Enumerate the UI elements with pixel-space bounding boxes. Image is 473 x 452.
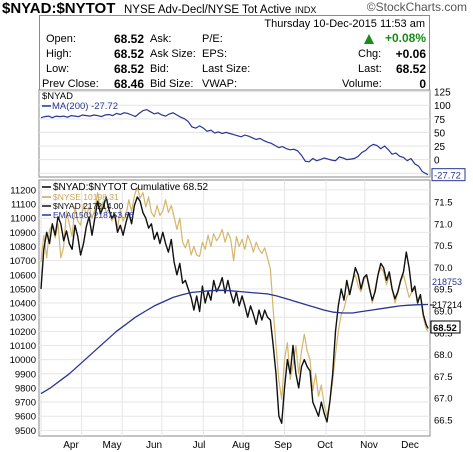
- x-month-label: Oct: [317, 440, 333, 451]
- right-y-tick-label: 69.5: [434, 285, 453, 296]
- cumulative-title: $NYAD:$NYTOT Cumulative 68.52: [53, 182, 209, 193]
- open-label: Open:: [46, 33, 76, 45]
- x-month-label: May: [103, 440, 122, 451]
- right-y-tick-label: 71.5: [434, 198, 453, 209]
- volume-value: 0: [419, 77, 426, 91]
- x-month-label: Dec: [401, 440, 419, 451]
- exchange: INDX: [294, 5, 317, 15]
- ema150-line: [40, 289, 429, 395]
- ma-legend: MA(200) -27.72: [52, 101, 118, 112]
- x-month-label: Nov: [360, 440, 378, 451]
- right-y-tick-label: 67.0: [434, 394, 453, 405]
- ma-y-tick-label: 125: [434, 88, 451, 99]
- bid-size-label: Bid Size:: [150, 78, 194, 90]
- chg-value: +0.06: [395, 47, 426, 61]
- prev-close-value: 68.46: [113, 77, 144, 91]
- high-value: 68.52: [113, 47, 144, 61]
- left-y-tick-label: 10800: [10, 242, 36, 253]
- left-y-tick-label: 9600: [15, 412, 36, 423]
- ma-panel-frame: [38, 89, 431, 178]
- chg-label: Chg:: [358, 48, 382, 60]
- left-y-tick-label: 10100: [10, 341, 36, 352]
- low-label: Low:: [46, 63, 70, 75]
- volume-label: Volume:: [342, 78, 382, 90]
- right-y-tick-label: 70.0: [434, 263, 453, 274]
- x-month-label: Sep: [274, 440, 292, 451]
- x-month-label: Jul: [193, 440, 206, 451]
- right-y-tick-label: 68.5: [434, 328, 453, 339]
- right-y-tick-label: 67.5: [434, 372, 453, 383]
- ask-label: Ask:: [150, 33, 172, 45]
- ratio-last-label: 68.52: [433, 323, 457, 334]
- left-y-tick-label: 10300: [10, 313, 36, 324]
- nyse-line: [40, 186, 429, 417]
- quote-datetime: Thursday 10-Dec-2015 11:53 am: [264, 18, 425, 30]
- ma-y-tick-label: 25: [434, 142, 446, 153]
- left-y-tick-label: 10200: [10, 327, 36, 338]
- change-percent: +0.08%: [384, 31, 426, 45]
- right-y-tick-label: 69.0: [434, 307, 453, 318]
- right-y-tick-label: 70.5: [434, 241, 453, 252]
- left-y-tick-label: 11100: [11, 200, 36, 211]
- stockcharts-logo: ©StockCharts.com: [366, 0, 467, 14]
- ma-y-tick-label: 100: [434, 101, 451, 112]
- pe-label: P/E:: [202, 33, 223, 45]
- low-value: 68.52: [113, 62, 144, 76]
- right-y-tick-label: 66.5: [434, 416, 453, 427]
- last-value: 68.52: [395, 62, 426, 76]
- quote-panel: Thursday 10-Dec-2015 11:53 am Open: 68.5…: [39, 15, 430, 91]
- left-y-tick-label: 9900: [15, 369, 36, 380]
- ratio-last-box: [430, 320, 461, 334]
- left-y-tick-label: 10000: [10, 355, 36, 366]
- ma-last-box: [431, 168, 466, 182]
- eps-label: EPS:: [202, 48, 228, 60]
- right-y-tick-label: 68.0: [434, 350, 453, 361]
- nyad-line: [40, 196, 429, 424]
- x-month-label: Jun: [146, 440, 162, 451]
- left-y-tick-label: 10600: [10, 270, 36, 281]
- prev-close-label: Prev Close:: [42, 78, 99, 90]
- ma-last-value: -27.72: [434, 171, 461, 182]
- left-y-tick-label: 9800: [15, 383, 36, 394]
- ma-y-tick-label: 75: [434, 115, 446, 126]
- left-y-tick-label: 10900: [10, 228, 36, 239]
- symbol: $NYAD:$NYTOT: [2, 0, 116, 17]
- ma200-line: [40, 108, 429, 176]
- series-legend-label: EMA(150) 218753.66: [53, 210, 134, 220]
- right-y-tick-label: 71.0: [434, 219, 453, 230]
- ma-y-tick-label: 0: [434, 156, 440, 167]
- last-size-label: Last Size:: [202, 63, 251, 75]
- left-y-tick-label: 10400: [10, 299, 36, 310]
- open-value: 68.52: [113, 32, 144, 46]
- series-legend-label: $NYAD 217214.00: [53, 201, 124, 211]
- nyad-last-label: 217214: [432, 300, 462, 310]
- x-month-label: Apr: [63, 440, 79, 451]
- left-y-tick-label: 11200: [10, 185, 36, 196]
- ma-y-tick-label: 50: [434, 128, 446, 139]
- chart-title: $NYAD:$NYTOT NYSE Adv-Decl/NYSE Tot Acti…: [0, 0, 316, 17]
- high-label: High:: [46, 48, 72, 60]
- left-y-tick-label: 9700: [15, 398, 36, 409]
- symbol-description: NYSE Adv-Decl/NYSE Tot Active: [124, 4, 292, 16]
- left-y-tick-label: 10700: [10, 256, 36, 267]
- ema-last-label: 218753: [432, 277, 462, 287]
- up-arrow-icon: [364, 34, 374, 44]
- last-label: Last:: [358, 63, 382, 75]
- left-y-tick-label: 11000: [10, 214, 36, 225]
- left-y-tick-label: 9500: [15, 426, 36, 437]
- bid-label: Bid:: [150, 63, 169, 75]
- ask-size-label: Ask Size:: [150, 48, 196, 60]
- series-legend-label: $NYSE 10198.31: [53, 192, 119, 202]
- left-y-tick-label: 10500: [10, 284, 36, 295]
- nyad-legend: $NYAD: [42, 91, 73, 102]
- vwap-label: VWAP:: [202, 78, 238, 90]
- x-month-label: Aug: [232, 440, 250, 451]
